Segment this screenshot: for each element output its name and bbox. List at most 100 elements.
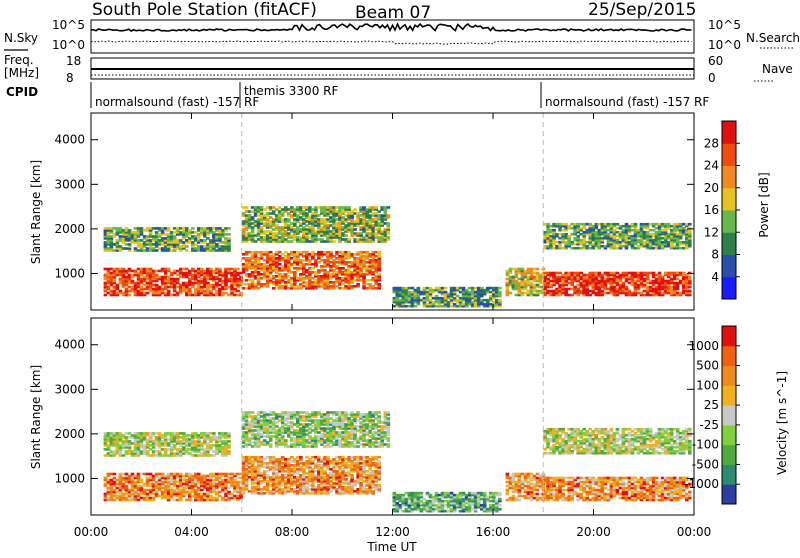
heatmap-cell	[462, 303, 466, 306]
heatmap-cell	[374, 206, 378, 209]
heatmap-cell	[302, 285, 306, 288]
heatmap-cell	[302, 210, 306, 213]
heatmap-cell	[119, 245, 123, 248]
heatmap-cell	[362, 460, 366, 463]
noise-traces	[91, 24, 692, 44]
heatmap-cell	[682, 272, 686, 275]
heatmap-cell	[161, 288, 165, 291]
nave-tick-bottom: 0	[708, 71, 716, 85]
heatmap-cell	[281, 466, 285, 469]
heatmap-cell	[622, 245, 626, 248]
colorbar-tick-label: 24	[704, 159, 719, 173]
heatmap-cell	[661, 237, 665, 240]
heatmap-cell	[362, 236, 366, 239]
nsky-tick-bottom: 10^0	[52, 38, 85, 52]
heatmap-cell	[185, 249, 189, 252]
heatmap-cell	[402, 287, 406, 290]
heatmap-cell	[260, 488, 264, 491]
heatmap-cell	[221, 292, 225, 295]
heatmap-cell	[682, 247, 686, 250]
heatmap-cell	[179, 227, 183, 230]
heatmap-cell	[260, 472, 264, 475]
y-tick-label: 4000	[54, 133, 85, 147]
nsearch-tick-bottom: 10^0	[708, 38, 741, 52]
heatmap-cell	[682, 223, 686, 226]
colorbar-segment	[722, 232, 736, 255]
heatmap-cell	[281, 462, 285, 465]
heatmap-cell	[341, 482, 345, 485]
heatmap-cell	[688, 290, 692, 293]
heatmap-cell	[362, 480, 366, 483]
heatmap-cell	[119, 473, 123, 476]
heatmap-cell	[682, 227, 686, 230]
heatmap-cell	[441, 305, 445, 308]
heatmap-cell	[161, 227, 165, 230]
heatmap-cell	[302, 259, 306, 262]
heatmap-cell	[444, 287, 448, 290]
heatmap-cell	[341, 232, 345, 235]
heatmap-cell	[362, 273, 366, 276]
heatmap-cell	[227, 227, 231, 230]
heatmap-cell	[521, 292, 525, 295]
heatmap-cell	[561, 233, 565, 236]
heatmap-cell	[179, 268, 183, 271]
heatmap-cell	[260, 206, 264, 209]
heatmap-cell	[561, 247, 565, 250]
heatmap-cell	[661, 229, 665, 232]
heatmap-cell	[661, 223, 665, 226]
heatmap-cell	[441, 297, 445, 300]
heatmap-cell	[622, 229, 626, 232]
heatmap-cell	[521, 268, 525, 271]
heatmap-cell	[582, 274, 586, 277]
heatmap-cell	[661, 241, 665, 244]
heatmap-cell	[260, 226, 264, 229]
heatmap-cell	[221, 479, 225, 482]
heatmap-cell	[140, 497, 144, 500]
heatmap-cell	[161, 491, 165, 494]
heatmap-cell	[622, 272, 626, 275]
colorbar-segment	[722, 166, 736, 189]
heatmap-cell	[281, 257, 285, 260]
heatmap-cell	[161, 473, 165, 476]
heatmap-cell	[260, 251, 264, 254]
colorbar-segment	[722, 143, 736, 166]
heatmap-cell	[688, 223, 692, 226]
heatmap-cell	[260, 263, 264, 266]
nave-tick-top: 60	[708, 54, 723, 68]
heatmap-cell	[161, 481, 165, 484]
heatmap-cell	[320, 251, 324, 254]
date-label: 25/Sep/2015	[588, 0, 696, 20]
station-title: South Pole Station (fitACF)	[92, 0, 317, 20]
heatmap-cell	[332, 240, 336, 243]
heatmap-cell	[302, 255, 306, 258]
heatmap-cell	[221, 497, 225, 500]
heatmap-cell	[362, 255, 366, 258]
y-tick-label: 2000	[54, 222, 85, 236]
heatmap-cell	[161, 237, 165, 240]
heatmap-cell	[347, 238, 351, 241]
heatmap-cell	[260, 273, 264, 276]
colorbar-segment	[722, 277, 736, 300]
heatmap-cell	[350, 474, 354, 477]
heatmap-cell	[387, 236, 391, 239]
freq-label-line1: Freq.	[4, 53, 34, 67]
heatmap-cell	[119, 444, 123, 447]
colorbar-tick-label: 28	[704, 136, 719, 150]
heatmap-cell	[119, 432, 123, 435]
heatmap-cell	[643, 272, 647, 275]
heatmap-cell	[221, 272, 225, 275]
nsearch-tick-top: 10^5	[708, 18, 741, 32]
nave-label: Nave	[762, 62, 793, 76]
heatmap-cell	[320, 206, 324, 209]
heatmap-cell	[179, 245, 183, 248]
heatmap-cell	[682, 241, 686, 244]
heatmap-cell	[380, 214, 384, 217]
heatmap-cell	[113, 473, 117, 476]
heatmap-cell	[658, 272, 662, 275]
heatmap-cell	[341, 277, 345, 280]
heatmap-cell	[341, 226, 345, 229]
heatmap-cell	[601, 245, 605, 248]
heatmap-cell	[281, 273, 285, 276]
heatmap-cell	[281, 226, 285, 229]
heatmap-cell	[341, 456, 345, 459]
